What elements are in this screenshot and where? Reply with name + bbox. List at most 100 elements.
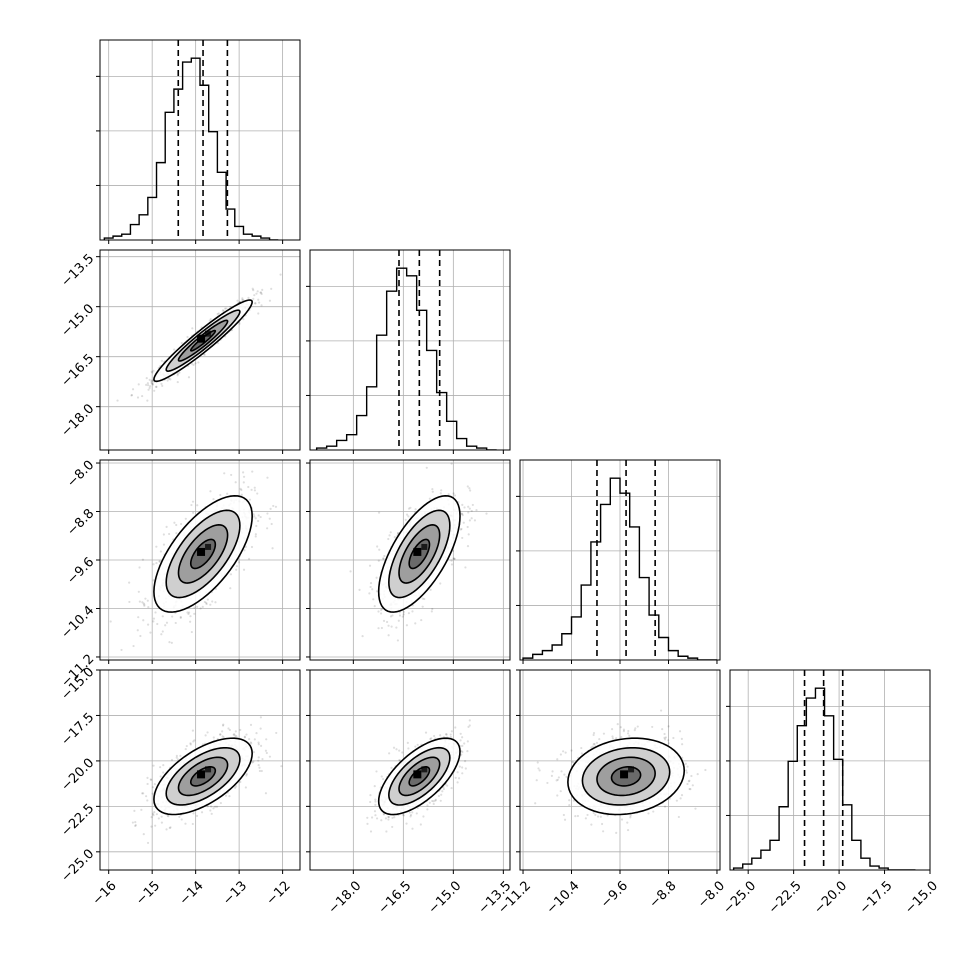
x-tick-label: −13	[220, 878, 250, 908]
sample-point	[155, 385, 158, 388]
sample-point	[694, 807, 697, 810]
y-tick-label: −8.8	[64, 506, 97, 539]
sample-point	[696, 773, 699, 776]
sample-point	[456, 771, 459, 774]
sample-point	[382, 813, 386, 816]
sample-point	[592, 733, 595, 737]
sample-point	[568, 799, 571, 802]
y-tick-label: −22.5	[59, 801, 98, 840]
y-tick-label: −10.4	[59, 603, 98, 642]
sample-point	[189, 615, 192, 618]
sample-point	[252, 297, 255, 300]
sample-point	[132, 644, 135, 648]
sample-point	[244, 786, 247, 789]
sample-point	[432, 802, 435, 806]
axes-frame	[729, 669, 931, 871]
sample-point	[216, 312, 219, 316]
sample-point	[434, 798, 437, 801]
sample-point	[468, 724, 471, 727]
sample-point	[145, 383, 148, 386]
sample-point	[598, 738, 601, 741]
sample-point	[145, 795, 148, 798]
sample-point	[176, 372, 179, 375]
sample-point	[152, 814, 155, 817]
sample-point	[396, 531, 400, 535]
y-tick-label: −13.5	[59, 251, 98, 290]
contour-level-3	[581, 746, 671, 806]
sample-point	[439, 492, 442, 495]
sample-point	[266, 512, 269, 515]
sample-point	[424, 731, 428, 734]
sample-point	[627, 729, 630, 733]
sample-point	[229, 587, 232, 590]
sample-point	[223, 307, 227, 310]
sample-point	[377, 559, 380, 562]
sample-point	[450, 786, 453, 790]
sample-point	[563, 773, 566, 776]
sample-point	[162, 771, 165, 774]
sample-point	[252, 760, 255, 763]
sample-point	[192, 511, 195, 514]
sample-point	[685, 769, 688, 772]
sample-point	[147, 384, 150, 387]
sample-point	[175, 754, 178, 757]
sample-point	[426, 804, 429, 807]
sample-point	[663, 738, 667, 741]
contour-level-2	[398, 524, 441, 584]
sample-point	[460, 749, 463, 753]
sample-point	[466, 740, 469, 743]
scatter-panel-4-3	[519, 669, 721, 871]
sample-point	[274, 505, 278, 508]
sample-point	[189, 743, 192, 746]
sample-point	[152, 764, 155, 767]
sample-point	[271, 547, 274, 550]
sample-point	[368, 592, 371, 595]
sample-point	[375, 590, 379, 593]
sample-point	[245, 773, 248, 776]
sample-point	[633, 729, 636, 732]
sample-point	[407, 747, 410, 750]
sample-point	[378, 548, 381, 551]
sample-point	[664, 736, 667, 739]
sample-point	[387, 624, 390, 627]
sample-point	[686, 765, 689, 768]
x-tick-label: −15.0	[426, 878, 465, 917]
sample-point	[679, 797, 682, 800]
sample-point	[461, 536, 464, 540]
sample-point	[473, 519, 477, 522]
sample-point	[466, 545, 470, 548]
sample-point	[307, 740, 309, 742]
sample-point	[449, 733, 452, 736]
sample-point	[253, 486, 256, 489]
sample-point	[248, 498, 252, 501]
contour-level-1	[408, 766, 431, 787]
sample-point	[574, 815, 577, 818]
sample-point	[253, 294, 256, 297]
sample-point	[257, 741, 260, 744]
sample-point	[459, 732, 462, 735]
sample-point	[199, 607, 202, 610]
sample-point	[218, 733, 222, 736]
sample-point	[254, 517, 257, 520]
sample-point	[187, 376, 191, 379]
sample-point	[248, 738, 251, 741]
sample-point	[279, 273, 282, 276]
x-tick-label: −18.0	[326, 878, 365, 917]
sample-point	[428, 801, 431, 804]
sample-point	[252, 513, 255, 516]
sample-point	[184, 747, 187, 751]
histogram-panel-2	[306, 249, 511, 451]
sample-point	[239, 487, 242, 490]
x-tick-label: −16	[90, 878, 120, 908]
sample-point	[391, 816, 394, 820]
sample-point	[159, 775, 162, 778]
sample-point	[663, 805, 667, 808]
sample-point	[240, 493, 243, 496]
sample-point	[257, 514, 260, 517]
histogram-panel-3	[516, 459, 721, 661]
scatter-panel-4-2	[309, 669, 511, 871]
sample-point	[619, 726, 622, 729]
sample-point	[242, 318, 245, 321]
sample-point	[259, 291, 263, 294]
sample-point	[158, 560, 161, 563]
